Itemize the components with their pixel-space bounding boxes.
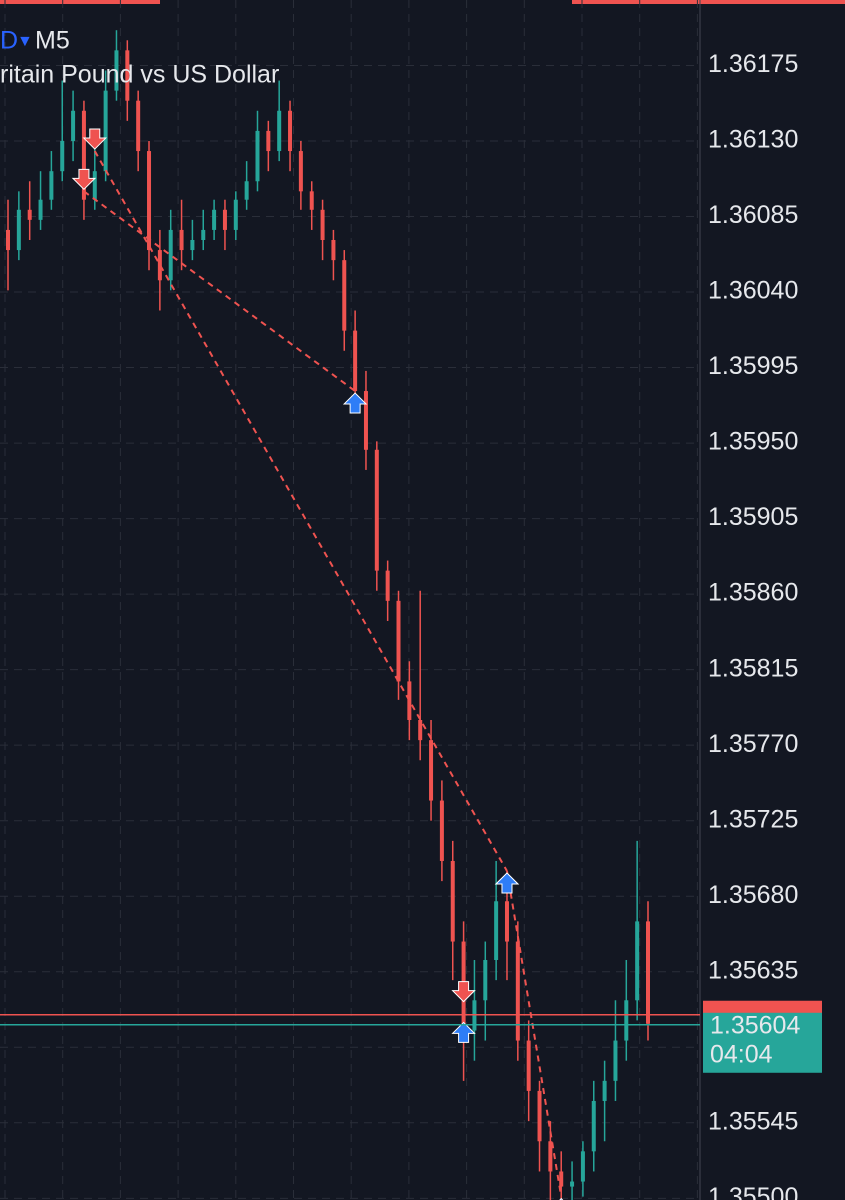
y-tick-label: 1.36130 <box>708 126 798 154</box>
y-tick-label: 1.35680 <box>708 881 798 909</box>
y-tick-label: 1.36085 <box>708 201 798 229</box>
candle-body <box>429 740 434 801</box>
candle-body <box>580 1151 585 1182</box>
candle-body <box>244 181 249 200</box>
candle-body <box>179 229 184 251</box>
candle-body <box>201 229 206 240</box>
symbol-dropdown-icon[interactable]: ▼ <box>17 33 33 50</box>
trade-arrow <box>451 981 476 1003</box>
top-bar <box>572 0 845 4</box>
candle-body <box>114 50 119 91</box>
trade-arrow <box>82 128 107 150</box>
candle-body <box>363 391 368 450</box>
candle-body <box>374 449 379 571</box>
bar-countdown: 04:04 <box>710 1040 773 1068</box>
grid <box>0 0 700 1200</box>
candle-body <box>212 209 217 230</box>
candle-body <box>309 191 314 210</box>
symbol[interactable]: D <box>0 27 18 55</box>
y-tick-label: 1.35950 <box>708 428 798 456</box>
candle-body <box>277 110 282 152</box>
top-bar <box>0 0 160 4</box>
candle-body <box>60 140 65 172</box>
candle-body <box>6 229 10 251</box>
candle-body <box>504 901 509 942</box>
candle-body <box>190 240 195 251</box>
trade-arrow <box>451 1021 476 1043</box>
candle-body <box>298 151 303 192</box>
candle-body <box>16 209 21 251</box>
candle-body <box>515 941 520 1041</box>
candle-body <box>494 901 499 960</box>
candle-body <box>570 1181 575 1187</box>
candle-body <box>125 50 130 101</box>
price-axis: 1.36175 1.36130 1.36085 1.36040 1.35995 1.359… <box>708 50 798 1200</box>
candle-body <box>537 1090 542 1142</box>
candle-body <box>288 110 293 152</box>
candle-body <box>71 110 76 141</box>
symbol-description: ritain Pound vs US Dollar <box>0 61 279 89</box>
y-tick-label: 1.35905 <box>708 503 798 531</box>
y-tick-label: 1.35995 <box>708 352 798 380</box>
candle-body <box>483 960 488 1001</box>
candle-body <box>548 1141 553 1172</box>
bid-label-box <box>703 1012 822 1073</box>
candle-body <box>255 130 260 182</box>
candle-body <box>646 921 650 1024</box>
candle-body <box>526 1040 531 1091</box>
candle-body <box>266 130 271 152</box>
candle-body <box>320 209 325 240</box>
candle-body <box>92 171 97 200</box>
candle-body <box>136 100 141 152</box>
trade-line <box>83 190 356 392</box>
candle-body <box>450 860 455 942</box>
candle-body <box>353 330 358 392</box>
candle-body <box>591 1100 596 1152</box>
candle-body <box>38 199 43 220</box>
candle-body <box>147 151 152 251</box>
trade-arrow <box>342 392 368 414</box>
candle-body <box>27 209 32 220</box>
candle-body <box>168 229 173 281</box>
trade-arrow <box>494 872 520 894</box>
trade-arrow <box>71 168 97 191</box>
y-tick-label: 1.35725 <box>708 805 798 833</box>
candle-body <box>157 250 162 281</box>
y-tick-label: 1.35500 <box>708 1183 798 1200</box>
y-tick-label: 1.35545 <box>708 1107 798 1135</box>
candle-body <box>233 199 238 230</box>
y-tick-label: 1.35815 <box>708 654 798 682</box>
candle-body <box>613 1040 618 1081</box>
candle-body <box>559 1171 564 1187</box>
candle-body <box>49 171 54 200</box>
candle-body <box>342 260 347 331</box>
y-tick-label: 1.35860 <box>708 579 798 607</box>
candle-body <box>385 570 390 601</box>
candle-body <box>222 209 227 230</box>
candle-body <box>624 1000 629 1041</box>
y-tick-label: 1.35635 <box>708 956 798 984</box>
y-tick-label: 1.35770 <box>708 730 798 758</box>
candle-body <box>635 921 640 1001</box>
candle-body <box>439 800 444 861</box>
y-tick-label: 1.36175 <box>708 50 798 78</box>
trade-line <box>505 870 563 1197</box>
candle-body <box>103 90 108 172</box>
candle-body <box>396 600 401 682</box>
plot-area <box>6 30 650 1200</box>
y-tick-label: 1.36040 <box>708 277 798 305</box>
candle-body <box>81 110 86 200</box>
candle-body <box>418 720 423 741</box>
candle-body <box>331 240 336 261</box>
bid-price-label: 1.35604 <box>710 1011 800 1039</box>
timeframe[interactable]: M5 <box>35 27 70 55</box>
candle-body <box>602 1080 607 1101</box>
candle-body <box>407 681 412 720</box>
